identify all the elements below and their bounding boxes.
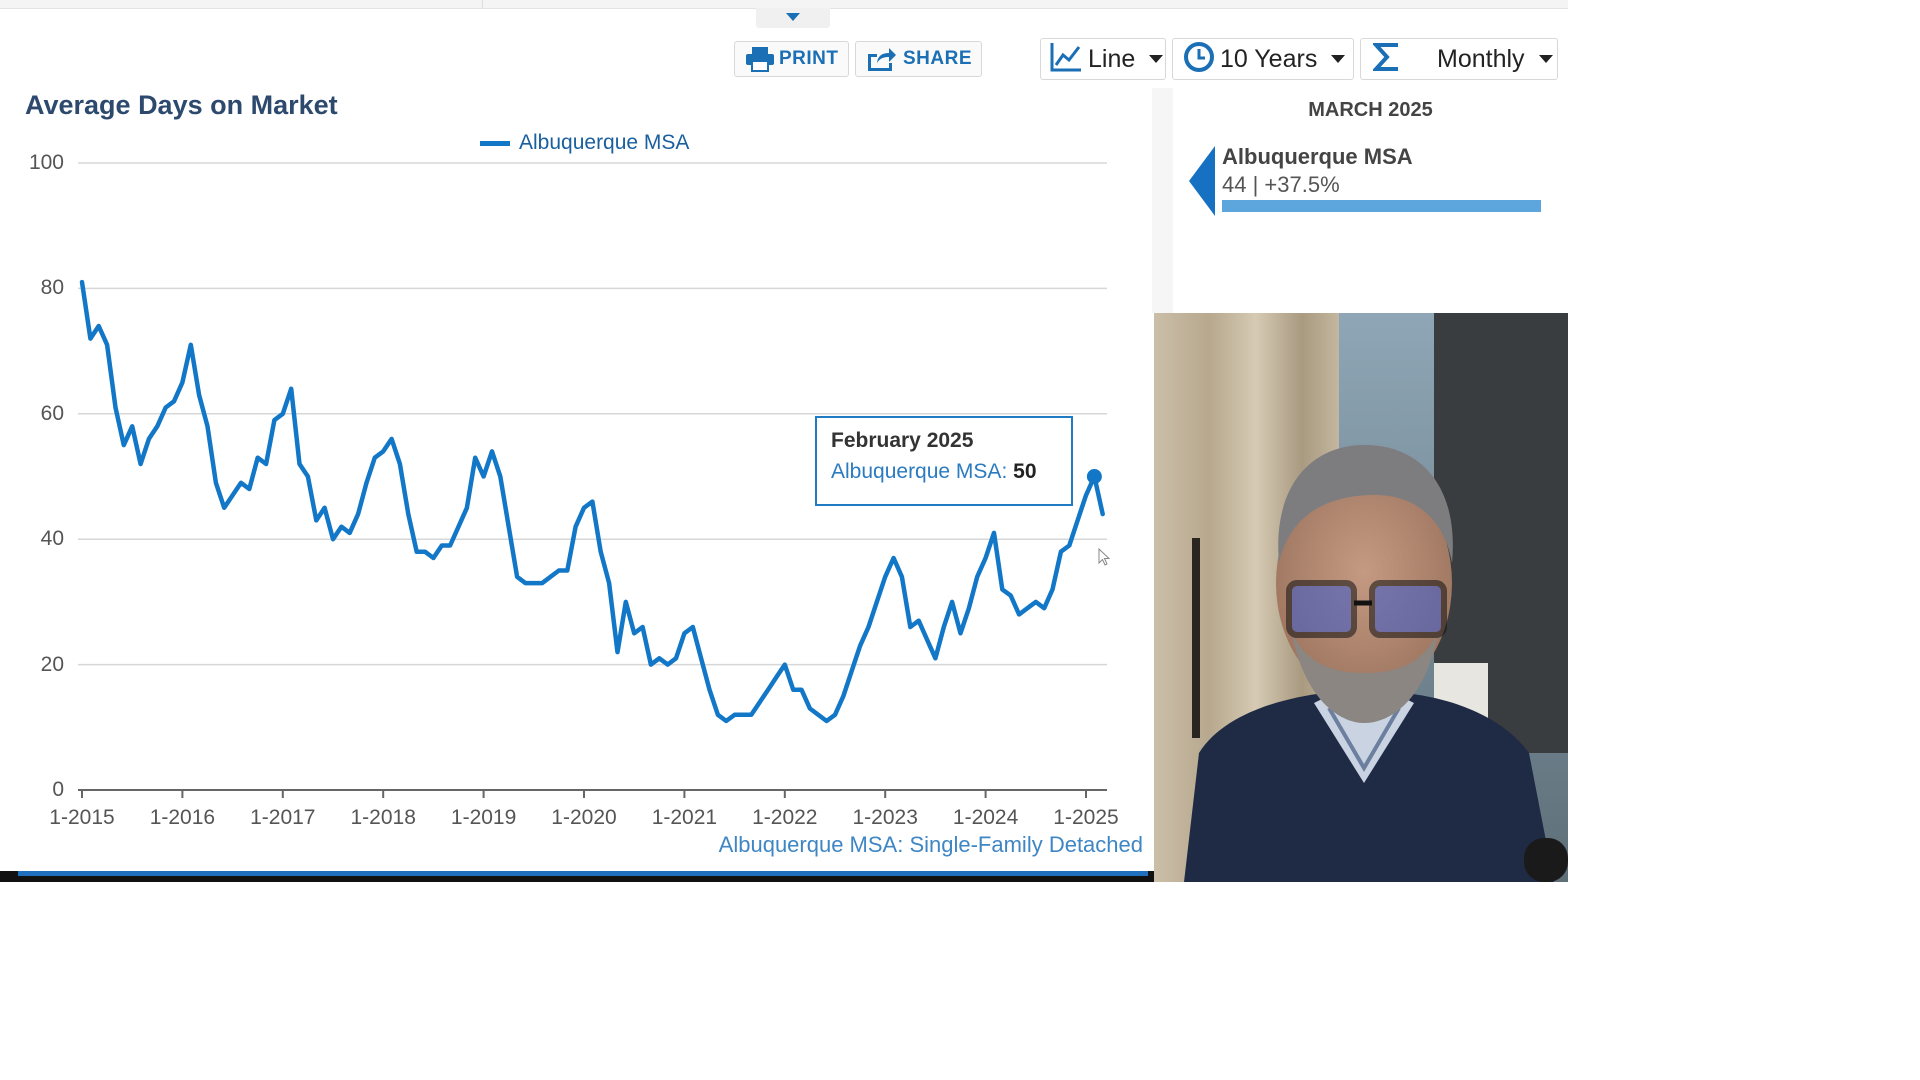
chart-type-value: Line bbox=[1088, 44, 1136, 73]
x-tick-label: 1-2025 bbox=[1053, 806, 1119, 829]
chart-subtitle: Albuquerque MSA: Single-Family Detached bbox=[718, 832, 1143, 857]
tooltip-title: February 2025 bbox=[831, 429, 974, 452]
tooltip-series: Albuquerque MSA bbox=[831, 460, 1002, 483]
y-tick-label: 60 bbox=[40, 401, 64, 425]
chevron-down-icon bbox=[1149, 55, 1164, 63]
comparison-panel: MARCH 2025 Albuquerque MSA 44 | +37.5% bbox=[1173, 88, 1568, 313]
clock-icon bbox=[1183, 41, 1215, 78]
y-tick-label: 80 bbox=[40, 276, 64, 300]
panel-area-name: Albuquerque MSA bbox=[1222, 144, 1413, 169]
period-dropdown[interactable]: Monthly bbox=[1360, 38, 1558, 80]
time-range-dropdown[interactable]: 10 Years bbox=[1172, 38, 1354, 80]
y-tick-label: 40 bbox=[40, 527, 64, 551]
x-tick-label: 1-2020 bbox=[551, 806, 617, 829]
line-chart-icon bbox=[1050, 42, 1082, 77]
chart-title: Average Days on Market bbox=[25, 90, 338, 120]
chart-tooltip: February 2025 Albuquerque MSA: 50 bbox=[815, 416, 1073, 506]
print-label: PRINT bbox=[779, 48, 839, 69]
panel-stat: 44 | +37.5% bbox=[1222, 172, 1340, 197]
x-tick-label: 1-2022 bbox=[752, 806, 818, 829]
panel-value-bar bbox=[1222, 200, 1541, 212]
y-tick-label: 100 bbox=[28, 151, 64, 174]
x-tick-label: 1-2017 bbox=[250, 806, 316, 829]
x-tick-label: 1-2015 bbox=[49, 806, 115, 829]
bottom-scroll-bar bbox=[0, 871, 1154, 882]
collapse-toggle[interactable] bbox=[756, 8, 830, 28]
mouse-cursor-icon bbox=[1098, 548, 1111, 566]
y-tick-label: 0 bbox=[52, 778, 64, 801]
x-tick-label: 1-2024 bbox=[952, 806, 1019, 829]
y-tick-label: 20 bbox=[40, 652, 64, 676]
tooltip-value: 50 bbox=[1013, 460, 1037, 483]
top-frame-divider bbox=[482, 0, 483, 8]
panel-month: MARCH 2025 bbox=[1308, 99, 1433, 121]
sigma-icon bbox=[1371, 42, 1401, 77]
chart-legend[interactable]: Albuquerque MSA bbox=[480, 131, 689, 155]
time-range-value: 10 Years bbox=[1220, 44, 1318, 73]
chevron-down-icon bbox=[1538, 55, 1553, 63]
highlight-point bbox=[1086, 469, 1102, 484]
print-button[interactable]: PRINT bbox=[734, 41, 849, 77]
series-line bbox=[79, 279, 1105, 724]
x-tick-label: 1-2019 bbox=[450, 806, 517, 829]
tooltip-row: Albuquerque MSA: 50 bbox=[831, 460, 1071, 484]
chevron-down-icon bbox=[1331, 55, 1346, 63]
line-chart[interactable] bbox=[0, 0, 1154, 870]
panel-divider bbox=[1152, 88, 1173, 313]
x-tick-label: 1-2016 bbox=[149, 806, 216, 829]
share-button[interactable]: SHARE bbox=[855, 41, 982, 77]
x-tick-label: 1-2018 bbox=[350, 806, 416, 829]
bottom-scroll-thumb[interactable] bbox=[18, 871, 1148, 876]
share-icon bbox=[865, 46, 897, 72]
chart-type-dropdown[interactable]: Line bbox=[1040, 38, 1166, 80]
share-label: SHARE bbox=[903, 48, 973, 69]
chevron-down-icon bbox=[786, 13, 800, 21]
legend-series-name: Albuquerque MSA bbox=[519, 131, 690, 154]
legend-swatch bbox=[480, 140, 510, 146]
period-value: Monthly bbox=[1437, 44, 1525, 73]
x-tick-label: 1-2021 bbox=[651, 806, 718, 829]
tooltip-separator: : bbox=[1001, 460, 1008, 483]
webcam-video bbox=[1154, 313, 1568, 882]
arrow-left-icon[interactable] bbox=[1189, 146, 1215, 216]
x-tick-label: 1-2023 bbox=[852, 806, 918, 829]
printer-icon bbox=[745, 46, 775, 72]
